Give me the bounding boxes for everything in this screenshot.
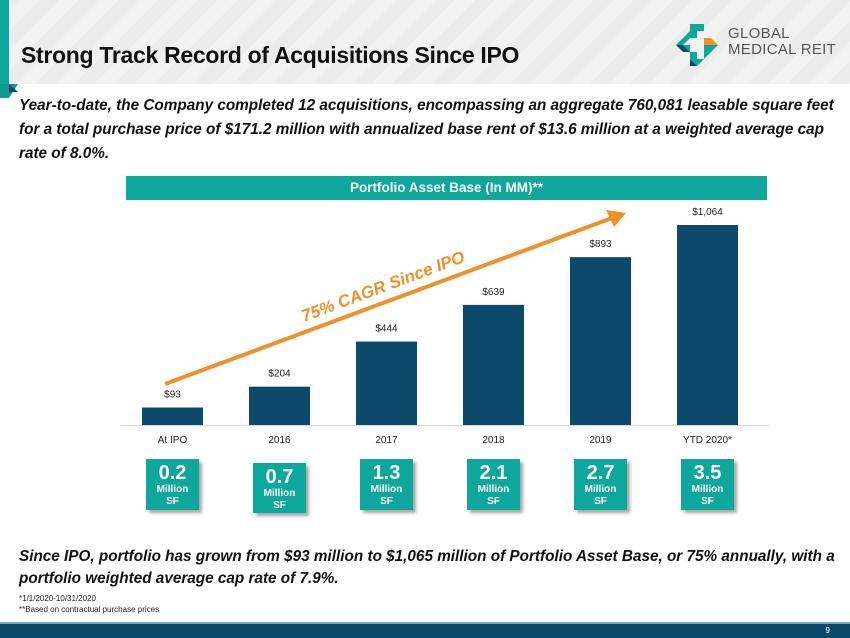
sf-box-5: 3.5 Million SF bbox=[681, 459, 734, 510]
category-label-4: 2019 bbox=[589, 435, 612, 446]
logo-line-2: MEDICAL REIT bbox=[728, 41, 837, 58]
bar-5 bbox=[677, 225, 738, 425]
chart-title: Portfolio Asset Base (In MM)** bbox=[126, 176, 767, 200]
footer-bar: 9 bbox=[0, 622, 850, 638]
sf-unit-sf: SF bbox=[594, 496, 607, 507]
sf-box-3: 2.1 Million SF bbox=[467, 459, 520, 510]
category-label-3: 2018 bbox=[482, 435, 505, 446]
intro-text: Year-to-date, the Company completed 12 a… bbox=[19, 97, 834, 162]
sf-unit-sf: SF bbox=[701, 496, 714, 507]
bar-3 bbox=[463, 304, 524, 425]
sf-box-1: 0.7 Million SF bbox=[253, 463, 306, 513]
data-label-3: $639 bbox=[482, 287, 505, 298]
footnote-2: **Based on contractual purchase prices bbox=[19, 605, 160, 614]
cagr-arrow-head bbox=[606, 210, 626, 227]
sf-value: 3.5 bbox=[693, 462, 722, 484]
sf-unit-million: Million bbox=[156, 484, 189, 495]
cagr-arrow-line bbox=[164, 216, 613, 386]
data-label-4: $893 bbox=[589, 239, 612, 250]
bar-4 bbox=[570, 257, 631, 425]
bar-chart: $93 At IPO $204 2016 $444 2017 $639 2018 $893 201… bbox=[120, 207, 770, 446]
accent-triangle-dark bbox=[9, 84, 18, 92]
sf-box-4: 2.7 Million SF bbox=[574, 459, 627, 510]
sf-unit-million: Million bbox=[584, 484, 617, 495]
data-label-0: $93 bbox=[164, 390, 181, 401]
sf-value: 2.1 bbox=[479, 462, 508, 484]
category-label-0: At IPO bbox=[158, 435, 188, 446]
data-label-2: $444 bbox=[375, 324, 398, 335]
sf-box-0: 0.2 Million SF bbox=[146, 459, 199, 510]
sf-value: 1.3 bbox=[372, 462, 401, 484]
cagr-annotation: 75% CAGR Since IPO bbox=[299, 247, 468, 325]
page-number: 9 bbox=[825, 626, 830, 635]
footnote-1: *1/1/2020-10/31/2020 bbox=[19, 594, 96, 603]
sf-unit-million: Million bbox=[691, 484, 724, 495]
sf-unit-million: Million bbox=[477, 484, 510, 495]
sf-value: 0.7 bbox=[265, 466, 294, 488]
category-label-2: 2017 bbox=[375, 435, 398, 446]
sf-unit-sf: SF bbox=[380, 496, 393, 507]
bar-2 bbox=[356, 341, 417, 425]
data-label-5: $1,064 bbox=[692, 207, 723, 218]
bar-0 bbox=[142, 407, 203, 425]
logo-text: GLOBAL MEDICAL REIT bbox=[728, 26, 836, 58]
logo-line-1: GLOBAL bbox=[728, 25, 790, 42]
bar-1 bbox=[249, 386, 310, 425]
category-label-5: YTD 2020* bbox=[683, 435, 732, 446]
sf-box-2: 1.3 Million SF bbox=[360, 459, 413, 510]
data-label-1: $204 bbox=[268, 369, 291, 380]
sf-unit-sf: SF bbox=[273, 500, 286, 511]
sf-unit-sf: SF bbox=[166, 496, 179, 507]
sf-unit-sf: SF bbox=[487, 496, 500, 507]
category-label-1: 2016 bbox=[268, 435, 291, 446]
company-logo: GLOBAL MEDICAL REIT bbox=[672, 20, 842, 70]
sf-value: 2.7 bbox=[586, 462, 615, 484]
sf-unit-million: Million bbox=[263, 488, 296, 499]
page-title: Strong Track Record of Acquisitions Sinc… bbox=[21, 42, 520, 68]
summary-text: Since IPO, portfolio has grown from $93 … bbox=[19, 548, 835, 587]
accent-bar bbox=[0, 0, 9, 86]
sf-unit-million: Million bbox=[370, 484, 403, 495]
cross-logo-icon bbox=[676, 24, 718, 66]
sf-value: 0.2 bbox=[158, 462, 187, 484]
